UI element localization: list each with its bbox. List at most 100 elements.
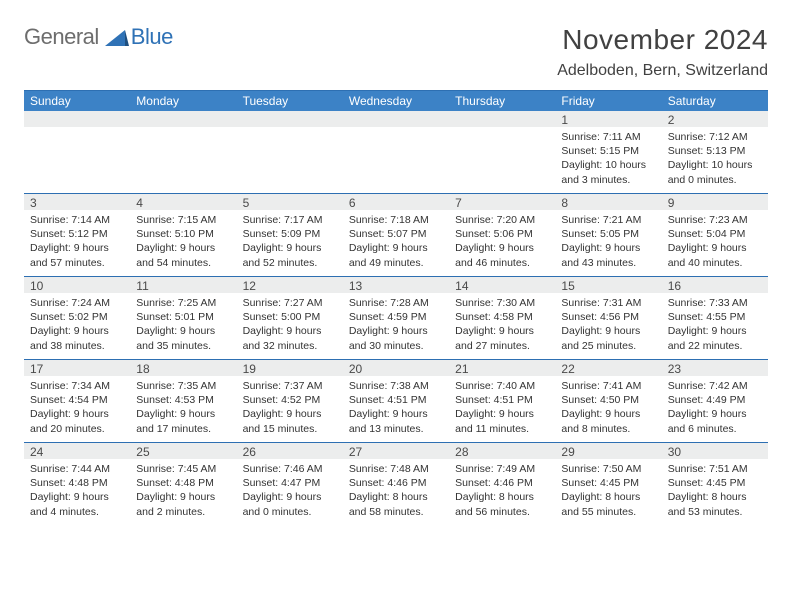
day-number: 11 <box>130 277 236 293</box>
day-header-tuesday: Tuesday <box>237 91 343 111</box>
week-row: 10Sunrise: 7:24 AMSunset: 5:02 PMDayligh… <box>24 276 768 359</box>
daylight-text: Daylight: 9 hours and 38 minutes. <box>30 324 124 352</box>
sun-info: Sunrise: 7:14 AMSunset: 5:12 PMDaylight:… <box>24 210 130 274</box>
day-cell: 10Sunrise: 7:24 AMSunset: 5:02 PMDayligh… <box>24 277 130 359</box>
day-number: 18 <box>130 360 236 376</box>
daylight-text: Daylight: 9 hours and 40 minutes. <box>668 241 762 269</box>
logo: General Blue <box>24 24 173 50</box>
calendar-page: General Blue November 2024 Adelboden, Be… <box>0 0 792 525</box>
daylight-text: Daylight: 9 hours and 11 minutes. <box>455 407 549 435</box>
daylight-text: Daylight: 9 hours and 54 minutes. <box>136 241 230 269</box>
day-number: 9 <box>662 194 768 210</box>
daylight-text: Daylight: 9 hours and 30 minutes. <box>349 324 443 352</box>
sun-info: Sunrise: 7:18 AMSunset: 5:07 PMDaylight:… <box>343 210 449 274</box>
sunrise-text: Sunrise: 7:38 AM <box>349 379 443 393</box>
day-number <box>237 111 343 127</box>
daylight-text: Daylight: 10 hours and 0 minutes. <box>668 158 762 186</box>
day-cell: 9Sunrise: 7:23 AMSunset: 5:04 PMDaylight… <box>662 194 768 276</box>
sunset-text: Sunset: 5:01 PM <box>136 310 230 324</box>
day-number: 22 <box>555 360 661 376</box>
week-row: 17Sunrise: 7:34 AMSunset: 4:54 PMDayligh… <box>24 359 768 442</box>
daylight-text: Daylight: 10 hours and 3 minutes. <box>561 158 655 186</box>
day-cell: 15Sunrise: 7:31 AMSunset: 4:56 PMDayligh… <box>555 277 661 359</box>
sun-info: Sunrise: 7:21 AMSunset: 5:05 PMDaylight:… <box>555 210 661 274</box>
sun-info: Sunrise: 7:50 AMSunset: 4:45 PMDaylight:… <box>555 459 661 523</box>
logo-triangle-icon <box>105 28 129 46</box>
day-number: 20 <box>343 360 449 376</box>
daylight-text: Daylight: 9 hours and 35 minutes. <box>136 324 230 352</box>
daylight-text: Daylight: 9 hours and 46 minutes. <box>455 241 549 269</box>
sunset-text: Sunset: 5:12 PM <box>30 227 124 241</box>
sunrise-text: Sunrise: 7:21 AM <box>561 213 655 227</box>
day-number <box>130 111 236 127</box>
day-number: 8 <box>555 194 661 210</box>
day-cell: 23Sunrise: 7:42 AMSunset: 4:49 PMDayligh… <box>662 360 768 442</box>
sunset-text: Sunset: 4:49 PM <box>668 393 762 407</box>
day-number <box>343 111 449 127</box>
day-number: 25 <box>130 443 236 459</box>
sun-info: Sunrise: 7:35 AMSunset: 4:53 PMDaylight:… <box>130 376 236 440</box>
day-number: 2 <box>662 111 768 127</box>
day-header-monday: Monday <box>130 91 236 111</box>
sunrise-text: Sunrise: 7:17 AM <box>243 213 337 227</box>
empty-cell <box>237 111 343 193</box>
day-cell: 12Sunrise: 7:27 AMSunset: 5:00 PMDayligh… <box>237 277 343 359</box>
daylight-text: Daylight: 9 hours and 22 minutes. <box>668 324 762 352</box>
sunrise-text: Sunrise: 7:31 AM <box>561 296 655 310</box>
sunset-text: Sunset: 5:00 PM <box>243 310 337 324</box>
day-number: 19 <box>237 360 343 376</box>
empty-cell <box>24 111 130 193</box>
day-number <box>24 111 130 127</box>
sunset-text: Sunset: 4:51 PM <box>455 393 549 407</box>
daylight-text: Daylight: 9 hours and 25 minutes. <box>561 324 655 352</box>
day-headers-row: SundayMondayTuesdayWednesdayThursdayFrid… <box>24 91 768 111</box>
day-cell: 25Sunrise: 7:45 AMSunset: 4:48 PMDayligh… <box>130 443 236 525</box>
sunset-text: Sunset: 5:15 PM <box>561 144 655 158</box>
sun-info: Sunrise: 7:23 AMSunset: 5:04 PMDaylight:… <box>662 210 768 274</box>
location-text: Adelboden, Bern, Switzerland <box>557 62 768 80</box>
sunrise-text: Sunrise: 7:37 AM <box>243 379 337 393</box>
sun-info: Sunrise: 7:44 AMSunset: 4:48 PMDaylight:… <box>24 459 130 523</box>
sun-info: Sunrise: 7:12 AMSunset: 5:13 PMDaylight:… <box>662 127 768 191</box>
day-cell: 14Sunrise: 7:30 AMSunset: 4:58 PMDayligh… <box>449 277 555 359</box>
sunrise-text: Sunrise: 7:27 AM <box>243 296 337 310</box>
sunset-text: Sunset: 4:47 PM <box>243 476 337 490</box>
sun-info: Sunrise: 7:42 AMSunset: 4:49 PMDaylight:… <box>662 376 768 440</box>
sunset-text: Sunset: 4:45 PM <box>561 476 655 490</box>
sunrise-text: Sunrise: 7:40 AM <box>455 379 549 393</box>
sunrise-text: Sunrise: 7:51 AM <box>668 462 762 476</box>
week-row: 3Sunrise: 7:14 AMSunset: 5:12 PMDaylight… <box>24 193 768 276</box>
day-number: 17 <box>24 360 130 376</box>
sun-info: Sunrise: 7:11 AMSunset: 5:15 PMDaylight:… <box>555 127 661 191</box>
daylight-text: Daylight: 9 hours and 43 minutes. <box>561 241 655 269</box>
sunrise-text: Sunrise: 7:44 AM <box>30 462 124 476</box>
daylight-text: Daylight: 9 hours and 17 minutes. <box>136 407 230 435</box>
day-cell: 26Sunrise: 7:46 AMSunset: 4:47 PMDayligh… <box>237 443 343 525</box>
sunset-text: Sunset: 4:52 PM <box>243 393 337 407</box>
day-header-thursday: Thursday <box>449 91 555 111</box>
daylight-text: Daylight: 9 hours and 8 minutes. <box>561 407 655 435</box>
day-cell: 29Sunrise: 7:50 AMSunset: 4:45 PMDayligh… <box>555 443 661 525</box>
day-number: 6 <box>343 194 449 210</box>
week-row: 1Sunrise: 7:11 AMSunset: 5:15 PMDaylight… <box>24 111 768 193</box>
month-title: November 2024 <box>557 24 768 56</box>
logo-text-blue: Blue <box>131 24 173 50</box>
calendar-grid: SundayMondayTuesdayWednesdayThursdayFrid… <box>24 90 768 525</box>
day-cell: 28Sunrise: 7:49 AMSunset: 4:46 PMDayligh… <box>449 443 555 525</box>
sun-info: Sunrise: 7:20 AMSunset: 5:06 PMDaylight:… <box>449 210 555 274</box>
day-cell: 6Sunrise: 7:18 AMSunset: 5:07 PMDaylight… <box>343 194 449 276</box>
sun-info: Sunrise: 7:51 AMSunset: 4:45 PMDaylight:… <box>662 459 768 523</box>
day-cell: 21Sunrise: 7:40 AMSunset: 4:51 PMDayligh… <box>449 360 555 442</box>
day-number: 4 <box>130 194 236 210</box>
sunrise-text: Sunrise: 7:30 AM <box>455 296 549 310</box>
sunset-text: Sunset: 5:09 PM <box>243 227 337 241</box>
day-cell: 4Sunrise: 7:15 AMSunset: 5:10 PMDaylight… <box>130 194 236 276</box>
daylight-text: Daylight: 8 hours and 55 minutes. <box>561 490 655 518</box>
sun-info: Sunrise: 7:48 AMSunset: 4:46 PMDaylight:… <box>343 459 449 523</box>
sun-info: Sunrise: 7:41 AMSunset: 4:50 PMDaylight:… <box>555 376 661 440</box>
sun-info: Sunrise: 7:30 AMSunset: 4:58 PMDaylight:… <box>449 293 555 357</box>
sunset-text: Sunset: 5:07 PM <box>349 227 443 241</box>
sunrise-text: Sunrise: 7:23 AM <box>668 213 762 227</box>
sunrise-text: Sunrise: 7:35 AM <box>136 379 230 393</box>
day-cell: 22Sunrise: 7:41 AMSunset: 4:50 PMDayligh… <box>555 360 661 442</box>
